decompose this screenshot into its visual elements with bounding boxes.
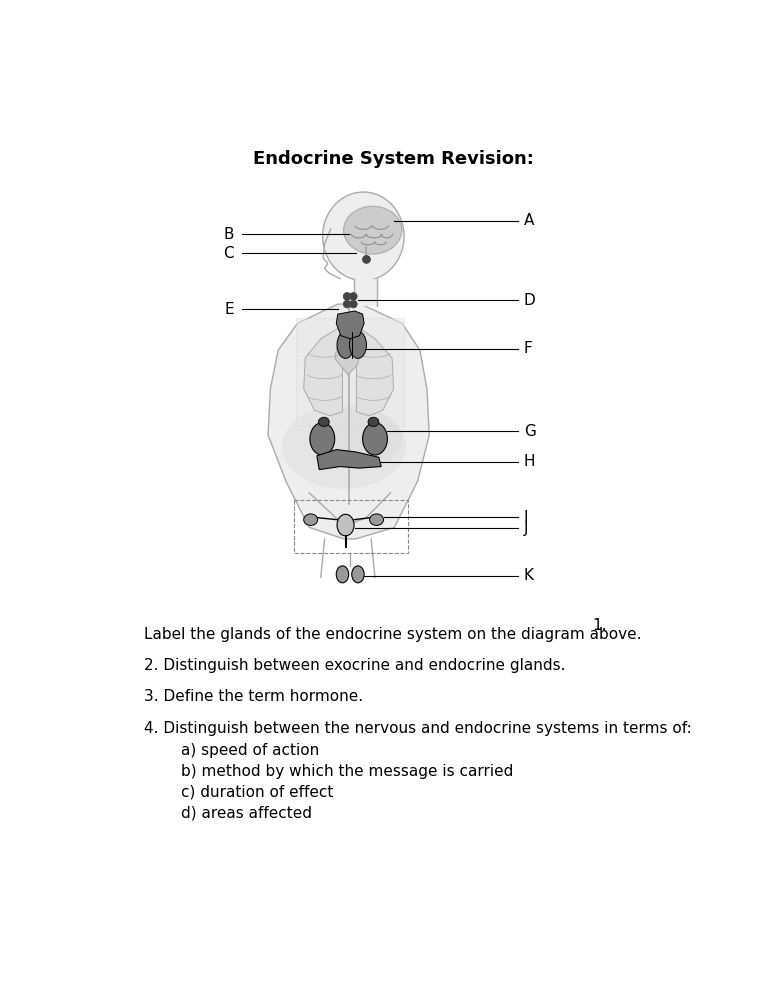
Text: Label the glands of the endocrine system on the diagram above.: Label the glands of the endocrine system… bbox=[144, 627, 641, 642]
Text: 1.: 1. bbox=[592, 618, 607, 633]
Ellipse shape bbox=[337, 514, 354, 536]
Ellipse shape bbox=[362, 422, 387, 455]
Ellipse shape bbox=[369, 514, 383, 526]
Text: 3. Define the term hormone.: 3. Define the term hormone. bbox=[144, 689, 363, 704]
Text: F: F bbox=[524, 341, 532, 356]
Polygon shape bbox=[356, 327, 393, 415]
Text: C: C bbox=[223, 246, 234, 260]
Ellipse shape bbox=[337, 331, 354, 359]
Polygon shape bbox=[336, 311, 364, 339]
Text: 2. Distinguish between exocrine and endocrine glands.: 2. Distinguish between exocrine and endo… bbox=[144, 658, 565, 673]
Ellipse shape bbox=[310, 422, 335, 455]
Polygon shape bbox=[317, 449, 381, 469]
Ellipse shape bbox=[343, 207, 402, 254]
Ellipse shape bbox=[349, 331, 366, 359]
Ellipse shape bbox=[368, 417, 379, 426]
Text: I: I bbox=[524, 510, 528, 525]
Text: a) speed of action: a) speed of action bbox=[181, 743, 319, 758]
Text: K: K bbox=[524, 569, 534, 583]
Ellipse shape bbox=[310, 408, 402, 469]
Polygon shape bbox=[303, 327, 343, 415]
Ellipse shape bbox=[323, 192, 404, 280]
Text: Endocrine System Revision:: Endocrine System Revision: bbox=[253, 150, 534, 168]
Text: D: D bbox=[524, 292, 535, 308]
Polygon shape bbox=[335, 344, 359, 375]
Text: b) method by which the message is carried: b) method by which the message is carrie… bbox=[181, 763, 514, 778]
Ellipse shape bbox=[352, 566, 364, 582]
Text: G: G bbox=[524, 423, 535, 438]
Circle shape bbox=[349, 292, 357, 300]
Ellipse shape bbox=[362, 255, 370, 263]
Text: c) duration of effect: c) duration of effect bbox=[181, 784, 333, 799]
Polygon shape bbox=[354, 278, 377, 305]
Text: d) areas affected: d) areas affected bbox=[181, 805, 313, 820]
Ellipse shape bbox=[282, 405, 406, 489]
Circle shape bbox=[343, 300, 351, 308]
Text: E: E bbox=[224, 302, 234, 317]
Text: H: H bbox=[524, 454, 535, 469]
Text: B: B bbox=[223, 227, 234, 242]
Ellipse shape bbox=[303, 514, 318, 526]
Text: J: J bbox=[524, 521, 528, 536]
Circle shape bbox=[343, 292, 351, 300]
Ellipse shape bbox=[336, 566, 349, 582]
Polygon shape bbox=[268, 304, 429, 539]
Text: A: A bbox=[524, 214, 535, 229]
Circle shape bbox=[349, 300, 357, 308]
Text: 4. Distinguish between the nervous and endocrine systems in terms of:: 4. Distinguish between the nervous and e… bbox=[144, 722, 692, 737]
Bar bbox=[296, 318, 405, 425]
Ellipse shape bbox=[319, 417, 329, 426]
Bar bbox=[293, 500, 409, 553]
